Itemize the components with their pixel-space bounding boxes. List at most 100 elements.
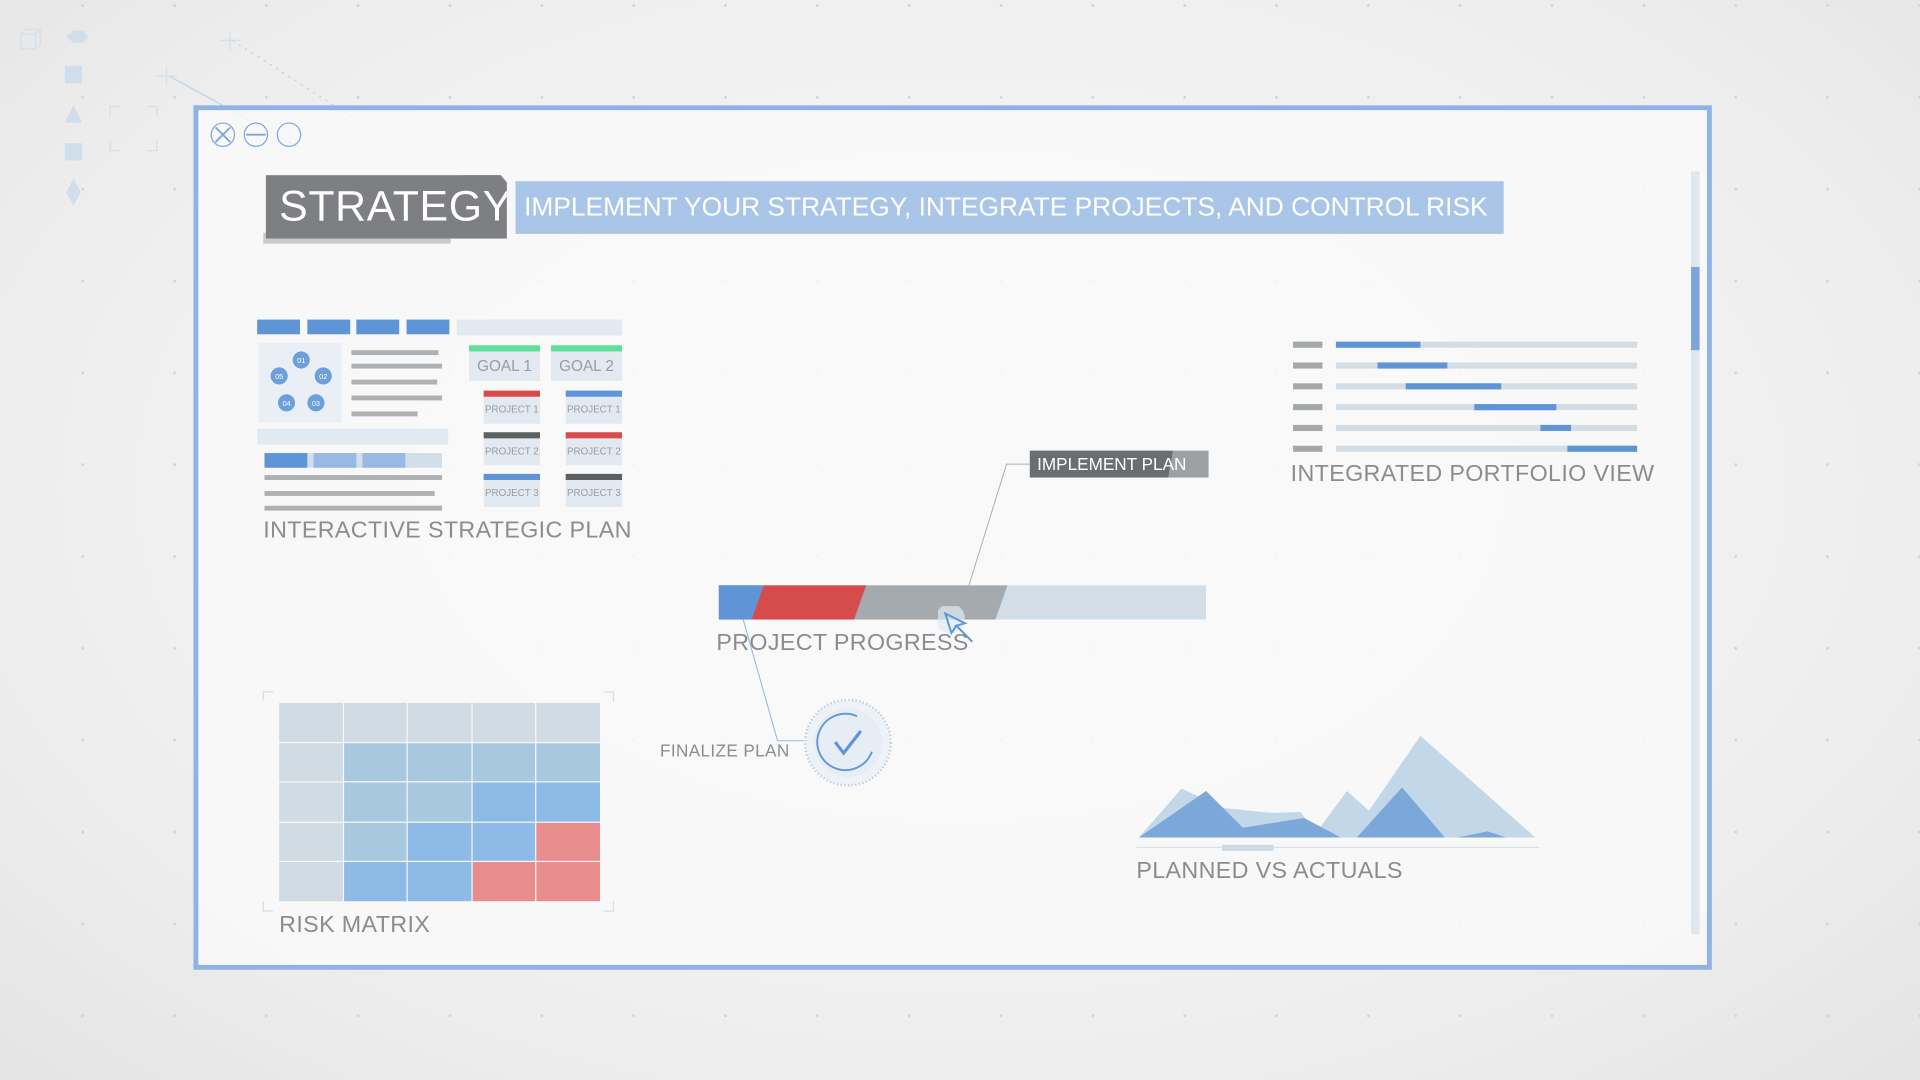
phase-node[interactable]: [314, 367, 332, 385]
phase-node[interactable]: [270, 367, 288, 385]
planned-vs-actuals-title: PLANNED VS ACTUALS: [1136, 858, 1403, 885]
strategy-tag: STRATEGY: [265, 175, 512, 239]
risk-cell[interactable]: [536, 702, 600, 742]
portfolio-row-track[interactable]: [1335, 362, 1638, 369]
finalize-plan-button[interactable]: [802, 697, 894, 789]
project-card[interactable]: PROJECT 3: [565, 473, 623, 507]
strategic-plan-title: INTERACTIVE STRATEGIC PLAN: [263, 517, 632, 544]
risk-cell[interactable]: [407, 862, 472, 902]
risk-matrix[interactable]: [279, 702, 601, 903]
risk-cell[interactable]: [536, 822, 600, 862]
portfolio-row-label: [1293, 404, 1323, 411]
risk-cell[interactable]: [279, 742, 343, 782]
strategy-tag-label: STRATEGY: [279, 182, 512, 231]
close-button[interactable]: [210, 122, 236, 147]
risk-cell[interactable]: [536, 862, 600, 902]
phase-number: 03: [312, 399, 320, 408]
portfolio-view-widget[interactable]: [1293, 341, 1638, 455]
minimize-button[interactable]: [243, 122, 269, 147]
plan-tab[interactable]: [257, 319, 301, 335]
risk-cell[interactable]: [407, 782, 472, 822]
portfolio-row-track[interactable]: [1335, 424, 1638, 432]
phase-number: 05: [275, 372, 283, 381]
project-card[interactable]: PROJECT 1: [565, 390, 623, 424]
risk-cell[interactable]: [472, 742, 536, 782]
portfolio-row-bar: [1335, 341, 1421, 348]
text-line: [351, 395, 443, 401]
risk-cell[interactable]: [343, 702, 407, 742]
project-label: PROJECT 1: [484, 404, 539, 416]
risk-cell[interactable]: [343, 862, 407, 902]
portfolio-row-bar: [1567, 445, 1638, 452]
portfolio-row-track[interactable]: [1335, 445, 1638, 452]
risk-cell[interactable]: [343, 822, 407, 862]
plan-subtabs: [264, 453, 443, 468]
plan-tab[interactable]: [307, 319, 351, 335]
project-card[interactable]: PROJECT 1: [483, 390, 541, 424]
text-line: [351, 350, 439, 356]
text-line: [351, 411, 418, 417]
risk-cell[interactable]: [343, 742, 407, 782]
portfolio-row-bar: [1378, 362, 1448, 369]
crosshair-frame-icon: [109, 105, 158, 152]
risk-cell[interactable]: [407, 822, 472, 862]
planned-vs-actuals-chart[interactable]: [1133, 729, 1549, 858]
scrollbar-track[interactable]: [1691, 171, 1700, 935]
risk-cell[interactable]: [279, 822, 343, 862]
maximize-button[interactable]: [276, 122, 302, 147]
phase-node[interactable]: [277, 394, 296, 412]
risk-cell[interactable]: [279, 702, 343, 742]
portfolio-title: INTEGRATED PORTFOLIO VIEW: [1290, 461, 1655, 488]
risk-cell[interactable]: [279, 782, 343, 822]
project-status-bar: [483, 473, 541, 481]
project-label: PROJECT 2: [484, 445, 539, 457]
mouse-cursor-icon: [937, 606, 973, 643]
phase-node[interactable]: [307, 394, 325, 412]
project-status-bar: [483, 390, 541, 397]
risk-cell[interactable]: [407, 702, 472, 742]
goal-label: GOAL 1: [477, 357, 532, 375]
plan-tab[interactable]: [356, 319, 400, 335]
risk-cell[interactable]: [343, 782, 407, 822]
goal-card[interactable]: GOAL 1: [468, 345, 541, 381]
phase-node[interactable]: [292, 351, 310, 369]
risk-cell[interactable]: [472, 702, 536, 742]
risk-cell[interactable]: [536, 742, 600, 782]
text-line: [351, 379, 438, 385]
portfolio-row-label: [1293, 341, 1323, 348]
risk-cell[interactable]: [536, 782, 600, 822]
chart-scroll-handle: [1222, 844, 1274, 852]
portfolio-row-track[interactable]: [1335, 404, 1638, 411]
text-line: [264, 505, 443, 511]
progress-ring-icon: [816, 712, 873, 772]
triangle-icon: [64, 105, 83, 123]
plan-tab[interactable]: [406, 319, 450, 335]
project-card[interactable]: PROJECT 2: [565, 432, 623, 466]
close-icon: [214, 126, 231, 143]
risk-cell[interactable]: [472, 862, 536, 902]
project-card[interactable]: PROJECT 2: [483, 432, 541, 466]
portfolio-row-track[interactable]: [1335, 383, 1638, 390]
risk-cell[interactable]: [472, 782, 536, 822]
actual-area: [1356, 787, 1445, 838]
planned-area: [1138, 735, 1536, 838]
risk-cell[interactable]: [407, 742, 472, 782]
portfolio-row-bar: [1540, 424, 1571, 432]
header-banner-text: IMPLEMENT YOUR STRATEGY, INTEGRATE PROJE…: [524, 192, 1488, 222]
scrollbar-thumb[interactable]: [1691, 266, 1700, 351]
implement-plan-milestone[interactable]: IMPLEMENT PLAN: [1029, 450, 1209, 478]
risk-matrix-frame: [262, 691, 615, 912]
phase-number: 04: [282, 399, 290, 408]
actual-area: [1457, 831, 1507, 838]
project-card[interactable]: PROJECT 3: [483, 473, 541, 507]
goal-card[interactable]: GOAL 2: [551, 345, 623, 381]
actual-area: [1138, 791, 1341, 838]
portfolio-row-bar: [1405, 383, 1502, 390]
plan-header-strip: [456, 319, 623, 336]
risk-cell[interactable]: [279, 862, 343, 902]
implement-plan-label: IMPLEMENT PLAN: [1037, 454, 1187, 474]
header-banner: IMPLEMENT YOUR STRATEGY, INTEGRATE PROJE…: [515, 181, 1504, 234]
portfolio-row-track[interactable]: [1335, 341, 1638, 348]
risk-cell[interactable]: [472, 822, 536, 862]
